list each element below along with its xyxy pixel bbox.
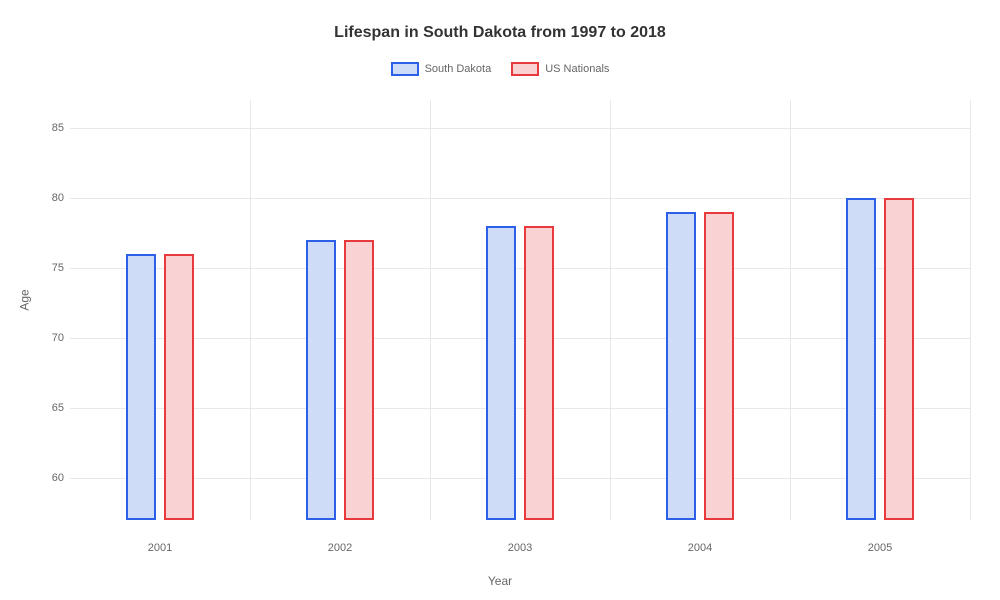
bar-south-dakota — [126, 254, 156, 520]
y-axis-label: Age — [18, 289, 32, 310]
bar-south-dakota — [846, 198, 876, 520]
y-tick-label: 70 — [40, 332, 64, 344]
gridline-horizontal — [70, 408, 970, 409]
gridline-horizontal — [70, 268, 970, 269]
legend-label: US Nationals — [545, 63, 609, 75]
gridline-horizontal — [70, 198, 970, 199]
legend-item-south-dakota: South Dakota — [391, 62, 492, 76]
y-tick-label: 85 — [40, 122, 64, 134]
gridline-horizontal — [70, 338, 970, 339]
x-tick-label: 2005 — [868, 542, 892, 554]
gridline-vertical — [250, 100, 251, 520]
y-tick-label: 80 — [40, 192, 64, 204]
x-tick-label: 2002 — [328, 542, 352, 554]
chart-legend: South Dakota US Nationals — [0, 62, 1000, 76]
gridline-vertical — [790, 100, 791, 520]
legend-swatch-us-nationals — [511, 62, 539, 76]
legend-item-us-nationals: US Nationals — [511, 62, 609, 76]
legend-swatch-south-dakota — [391, 62, 419, 76]
x-tick-label: 2004 — [688, 542, 712, 554]
x-tick-label: 2001 — [148, 542, 172, 554]
gridline-vertical — [970, 100, 971, 520]
y-tick-label: 60 — [40, 472, 64, 484]
gridline-vertical — [430, 100, 431, 520]
bar-south-dakota — [306, 240, 336, 520]
chart-container: Lifespan in South Dakota from 1997 to 20… — [0, 0, 1000, 600]
legend-label: South Dakota — [425, 63, 492, 75]
bar-us-nationals — [704, 212, 734, 520]
y-tick-label: 75 — [40, 262, 64, 274]
x-tick-label: 2003 — [508, 542, 532, 554]
gridline-horizontal — [70, 478, 970, 479]
y-tick-label: 65 — [40, 402, 64, 414]
bar-south-dakota — [666, 212, 696, 520]
bar-south-dakota — [486, 226, 516, 520]
bar-us-nationals — [344, 240, 374, 520]
bar-us-nationals — [164, 254, 194, 520]
x-axis-label: Year — [488, 574, 512, 588]
gridline-horizontal — [70, 128, 970, 129]
chart-title: Lifespan in South Dakota from 1997 to 20… — [0, 0, 1000, 42]
bar-us-nationals — [524, 226, 554, 520]
gridline-vertical — [610, 100, 611, 520]
bar-us-nationals — [884, 198, 914, 520]
